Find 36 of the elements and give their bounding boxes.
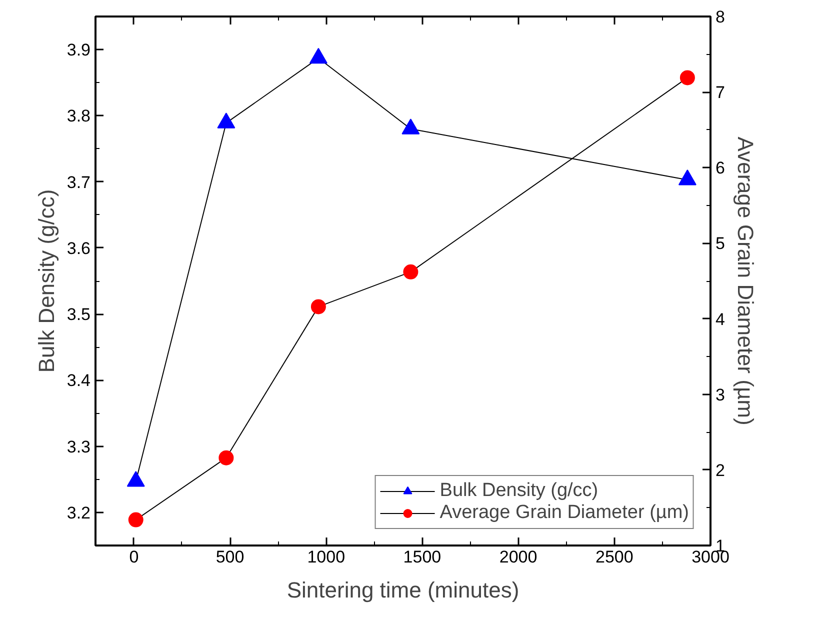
y-tick-label: 3.3 <box>66 437 91 456</box>
y-tick-label: 3.4 <box>66 371 91 390</box>
x-tick-label: 2500 <box>595 548 634 566</box>
y2-axis-title: Average Grain Diameter (µm) <box>732 136 758 426</box>
x-tick-label: 500 <box>216 548 244 566</box>
y2-tick-label: 4 <box>716 310 725 329</box>
x-tick-label: 0 <box>129 548 139 566</box>
x-tick-label: 1000 <box>307 548 346 566</box>
y2-tick-label: 8 <box>716 8 725 26</box>
y2-tick-label: 6 <box>716 158 725 178</box>
y2-tick-label: 2 <box>716 460 725 480</box>
y-tick-label: 3.9 <box>66 40 91 60</box>
x-tick-label: 1500 <box>403 548 442 566</box>
y2-tick-label: 7 <box>716 83 725 102</box>
y-tick-label: 3.2 <box>66 503 91 522</box>
y-tick-label: 3.8 <box>66 106 91 126</box>
point <box>678 170 696 186</box>
point <box>680 70 695 86</box>
point <box>128 512 144 528</box>
point <box>403 264 418 280</box>
point <box>309 48 328 64</box>
y2-tick-label: 3 <box>716 385 725 404</box>
point <box>402 118 420 134</box>
y2-tick-label: 5 <box>716 234 725 254</box>
x-axis-title: Sintering time (minutes) <box>286 578 520 602</box>
y-tick-label: 3.5 <box>66 305 91 324</box>
legend-label: Average Grain Diameter (µm) <box>440 502 689 524</box>
point <box>126 471 145 487</box>
point <box>310 299 326 314</box>
x-tick-label: 2000 <box>499 548 538 566</box>
y-tick-label: 3.7 <box>66 172 91 192</box>
point <box>218 450 234 466</box>
y-tick-label: 3.6 <box>66 238 91 258</box>
y-axis-title: Bulk Density (g/cc) <box>34 189 59 373</box>
point <box>217 112 236 128</box>
legend-label: Bulk Density (g/cc) <box>440 480 598 502</box>
